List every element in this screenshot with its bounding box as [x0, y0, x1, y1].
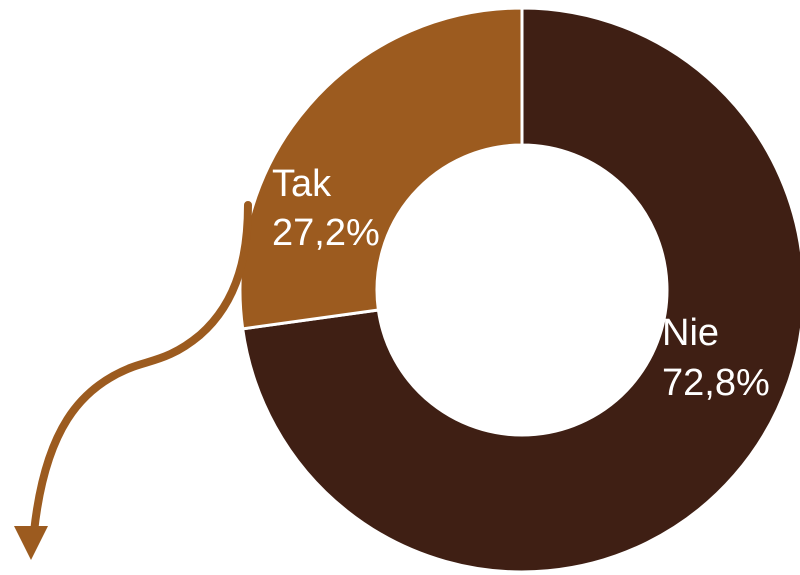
donut-slices: [238, 6, 800, 574]
donut-slice-nie: [240, 6, 800, 574]
slice-label-tak-category: Tak: [272, 163, 332, 205]
donut-slice-tak: [238, 6, 524, 331]
callout-arrow-head: [14, 526, 48, 560]
slice-label-nie-category: Nie: [662, 312, 719, 354]
callout-arrow-line: [30, 201, 252, 536]
slice-label-tak-value: 27,2%: [272, 212, 380, 254]
slice-label-nie-value: 72,8%: [662, 362, 770, 404]
